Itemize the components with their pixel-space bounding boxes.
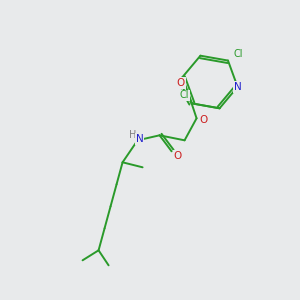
Text: Cl: Cl [233, 49, 243, 58]
Text: N: N [234, 82, 242, 92]
Text: N: N [136, 134, 143, 144]
Text: O: O [176, 78, 185, 88]
Text: Cl: Cl [179, 90, 189, 100]
Text: O: O [173, 151, 182, 161]
Text: H: H [129, 130, 136, 140]
Text: O: O [200, 115, 208, 125]
